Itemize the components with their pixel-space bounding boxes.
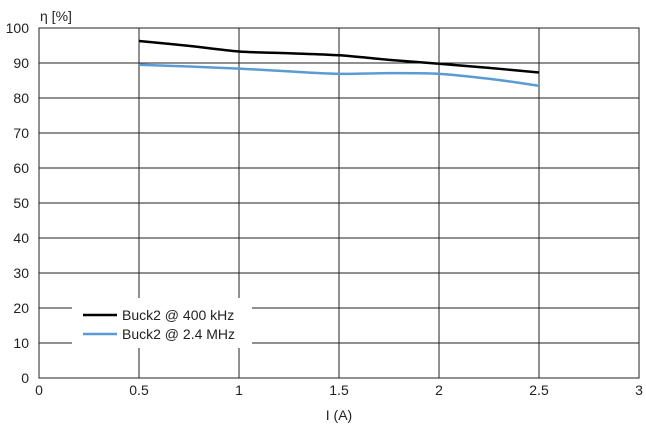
x-tick-label: 2 xyxy=(435,382,443,398)
y-tick-label: 80 xyxy=(13,90,29,106)
y-axis-label: η [%] xyxy=(40,8,72,24)
y-tick-label: 60 xyxy=(13,160,29,176)
y-tick-label: 0 xyxy=(21,370,29,386)
y-tick-label: 100 xyxy=(6,20,30,36)
legend: Buck2 @ 400 kHz Buck2 @ 2.4 MHz xyxy=(72,298,252,348)
legend-label-1: Buck2 @ 400 kHz xyxy=(122,307,234,323)
y-tick-label: 90 xyxy=(13,55,29,71)
x-tick-label: 3 xyxy=(635,382,643,398)
x-axis-label: I (A) xyxy=(326,407,352,423)
y-tick-label: 10 xyxy=(13,335,29,351)
y-tick-label: 70 xyxy=(13,125,29,141)
y-tick-label: 30 xyxy=(13,265,29,281)
x-tick-label: 0.5 xyxy=(129,382,149,398)
x-tick-label: 2.5 xyxy=(529,382,549,398)
x-tick-label: 0 xyxy=(35,382,43,398)
y-tick-labels: 0 10 20 30 40 50 60 70 80 90 100 xyxy=(6,20,30,386)
legend-label-2: Buck2 @ 2.4 MHz xyxy=(122,326,235,342)
y-tick-label: 40 xyxy=(13,230,29,246)
y-tick-label: 20 xyxy=(13,300,29,316)
y-tick-label: 50 xyxy=(13,195,29,211)
x-tick-label: 1.5 xyxy=(329,382,349,398)
x-tick-labels: 0 0.5 1 1.5 2 2.5 3 xyxy=(35,382,643,398)
x-tick-label: 1 xyxy=(235,382,243,398)
